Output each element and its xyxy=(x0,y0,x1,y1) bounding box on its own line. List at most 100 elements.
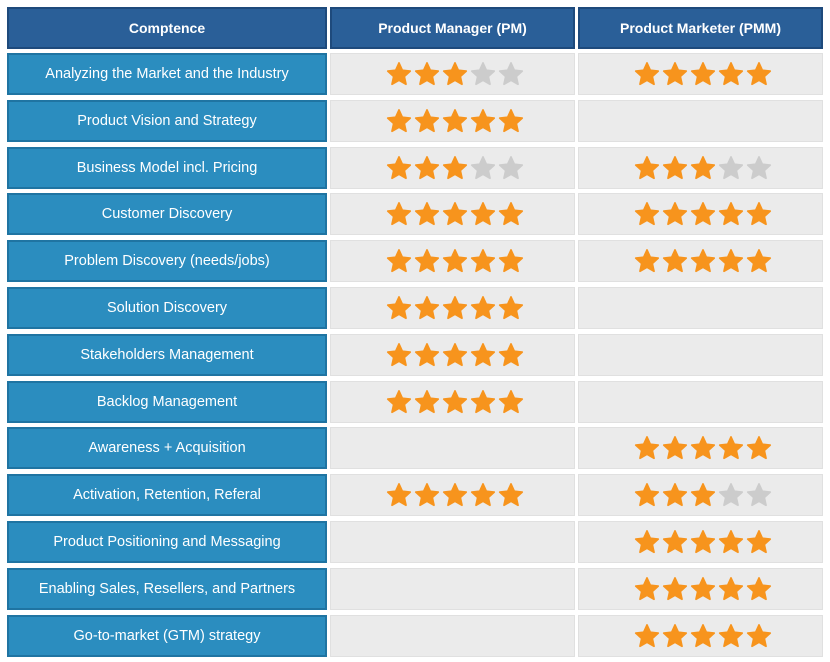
star-filled-icon xyxy=(470,248,496,274)
pm-rating-cell xyxy=(330,287,575,329)
pmm-star-rating xyxy=(634,435,772,461)
star-filled-icon xyxy=(746,248,772,274)
star-filled-icon xyxy=(634,529,660,555)
star-filled-icon xyxy=(442,482,468,508)
star-empty-icon xyxy=(498,155,524,181)
star-filled-icon xyxy=(498,248,524,274)
star-filled-icon xyxy=(442,248,468,274)
star-filled-icon xyxy=(414,295,440,321)
star-filled-icon xyxy=(442,295,468,321)
star-filled-icon xyxy=(690,529,716,555)
pm-rating-cell xyxy=(330,615,575,657)
pmm-rating-cell xyxy=(578,100,823,142)
star-filled-icon xyxy=(498,201,524,227)
competence-label: Awareness + Acquisition xyxy=(7,427,327,469)
star-filled-icon xyxy=(498,295,524,321)
pmm-rating-cell xyxy=(578,193,823,235)
star-filled-icon xyxy=(746,435,772,461)
star-empty-icon xyxy=(498,61,524,87)
pmm-rating-cell xyxy=(578,521,823,563)
star-filled-icon xyxy=(634,482,660,508)
pmm-rating-cell xyxy=(578,381,823,423)
pmm-rating-cell xyxy=(578,615,823,657)
competence-label: Product Vision and Strategy xyxy=(7,100,327,142)
star-empty-icon xyxy=(470,155,496,181)
star-filled-icon xyxy=(662,623,688,649)
star-filled-icon xyxy=(470,201,496,227)
pmm-rating-cell xyxy=(578,147,823,189)
pmm-rating-cell xyxy=(578,53,823,95)
pmm-star-rating xyxy=(634,248,772,274)
star-filled-icon xyxy=(690,61,716,87)
star-filled-icon xyxy=(746,576,772,602)
star-filled-icon xyxy=(690,576,716,602)
star-filled-icon xyxy=(414,482,440,508)
star-filled-icon xyxy=(662,576,688,602)
header-product-marketer: Product Marketer (PMM) xyxy=(578,7,823,49)
pm-star-rating xyxy=(386,155,524,181)
pmm-star-rating xyxy=(634,201,772,227)
star-filled-icon xyxy=(662,435,688,461)
competence-label: Go-to-market (GTM) strategy xyxy=(7,615,327,657)
pmm-star-rating xyxy=(634,623,772,649)
star-filled-icon xyxy=(442,342,468,368)
star-filled-icon xyxy=(470,389,496,415)
star-filled-icon xyxy=(634,248,660,274)
pmm-rating-cell xyxy=(578,474,823,516)
pmm-star-rating xyxy=(634,155,772,181)
star-filled-icon xyxy=(442,201,468,227)
star-filled-icon xyxy=(718,623,744,649)
star-filled-icon xyxy=(386,295,412,321)
star-filled-icon xyxy=(746,201,772,227)
star-empty-icon xyxy=(746,155,772,181)
star-filled-icon xyxy=(386,389,412,415)
pmm-rating-cell xyxy=(578,568,823,610)
pm-star-rating xyxy=(386,108,524,134)
star-filled-icon xyxy=(414,61,440,87)
competence-label: Enabling Sales, Resellers, and Partners xyxy=(7,568,327,610)
star-filled-icon xyxy=(634,576,660,602)
star-filled-icon xyxy=(634,623,660,649)
star-filled-icon xyxy=(386,482,412,508)
star-empty-icon xyxy=(718,482,744,508)
star-filled-icon xyxy=(442,155,468,181)
star-filled-icon xyxy=(386,108,412,134)
star-filled-icon xyxy=(498,108,524,134)
pm-star-rating xyxy=(386,248,524,274)
pm-rating-cell xyxy=(330,381,575,423)
star-filled-icon xyxy=(718,201,744,227)
competence-label: Analyzing the Market and the Industry xyxy=(7,53,327,95)
pm-rating-cell xyxy=(330,193,575,235)
pmm-rating-cell xyxy=(578,287,823,329)
star-filled-icon xyxy=(442,61,468,87)
competence-label: Activation, Retention, Referal xyxy=(7,474,327,516)
star-filled-icon xyxy=(690,248,716,274)
star-filled-icon xyxy=(662,61,688,87)
competence-label: Solution Discovery xyxy=(7,287,327,329)
pm-star-rating xyxy=(386,61,524,87)
star-filled-icon xyxy=(634,435,660,461)
pm-star-rating xyxy=(386,482,524,508)
pm-rating-cell xyxy=(330,521,575,563)
star-filled-icon xyxy=(662,155,688,181)
star-filled-icon xyxy=(386,342,412,368)
competence-label: Stakeholders Management xyxy=(7,334,327,376)
star-filled-icon xyxy=(634,61,660,87)
star-filled-icon xyxy=(414,155,440,181)
star-filled-icon xyxy=(662,201,688,227)
star-filled-icon xyxy=(662,248,688,274)
star-filled-icon xyxy=(414,108,440,134)
star-filled-icon xyxy=(498,389,524,415)
star-filled-icon xyxy=(718,435,744,461)
star-filled-icon xyxy=(414,342,440,368)
pmm-star-rating xyxy=(634,529,772,555)
pm-rating-cell xyxy=(330,53,575,95)
star-filled-icon xyxy=(442,108,468,134)
pm-rating-cell xyxy=(330,568,575,610)
pmm-star-rating xyxy=(634,576,772,602)
star-empty-icon xyxy=(470,61,496,87)
pmm-rating-cell xyxy=(578,427,823,469)
pm-star-rating xyxy=(386,201,524,227)
star-filled-icon xyxy=(746,529,772,555)
